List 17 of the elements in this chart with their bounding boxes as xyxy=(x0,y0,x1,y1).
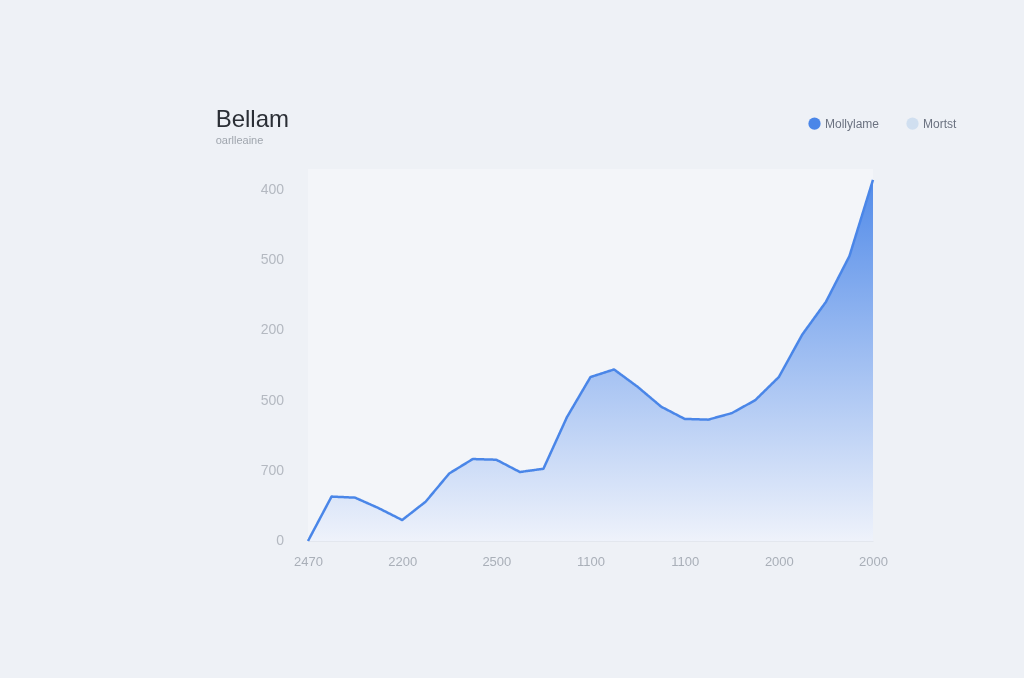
text: 0 xyxy=(276,532,285,548)
x-tick-label: 2500 xyxy=(482,553,512,569)
x-tick-label: 2470 xyxy=(294,553,323,569)
x-tick-label: 2000 xyxy=(764,553,794,569)
text: 500 xyxy=(260,391,285,408)
legend-label: Mollylame xyxy=(825,116,880,131)
text: 200 xyxy=(260,321,285,338)
legend-label: Mortst xyxy=(923,116,957,131)
text: 400 xyxy=(260,181,285,198)
x-tick-label: 1100 xyxy=(577,553,605,569)
text: 500 xyxy=(260,251,285,268)
x-tick-label: 2200 xyxy=(388,553,418,569)
x-tick-label: 2000 xyxy=(859,553,888,569)
chart-subtitle: oarlleaine xyxy=(215,134,264,147)
chart-title: Bellam xyxy=(215,105,289,133)
text: 700 xyxy=(260,461,285,478)
x-tick-label: 1100 xyxy=(671,553,700,569)
